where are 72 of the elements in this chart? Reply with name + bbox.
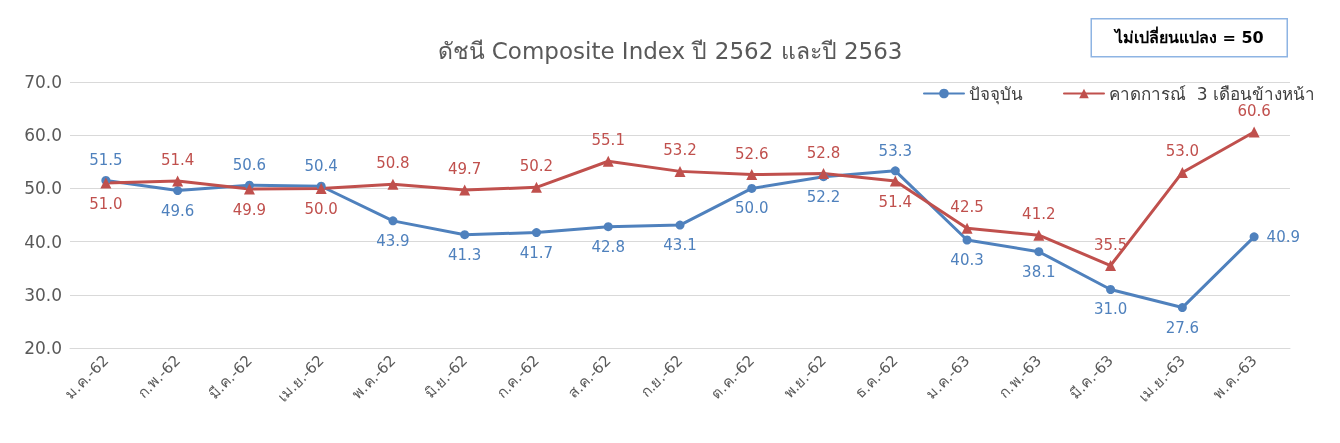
point — [460, 230, 470, 240]
point — [890, 166, 900, 176]
data-label: 40.3 — [950, 251, 984, 269]
point — [459, 184, 471, 196]
data-label: 53.3 — [878, 141, 912, 160]
data-label: 41.7 — [519, 243, 554, 262]
point — [889, 175, 901, 187]
data-label: 60.6 — [1237, 102, 1271, 121]
data-label: 50.0 — [735, 199, 769, 218]
y-tick-label: 30.0 — [24, 284, 62, 305]
point — [961, 222, 973, 234]
y-tick-label: 20.0 — [24, 338, 62, 358]
y-tick-label: 40.0 — [24, 231, 62, 252]
data-label: 43.9 — [376, 231, 410, 250]
data-label: 49.7 — [448, 160, 482, 178]
data-label: 55.1 — [591, 131, 625, 150]
data-label: 52.2 — [806, 187, 841, 206]
data-label: 42.8 — [591, 237, 625, 256]
data-label: 43.1 — [663, 236, 697, 255]
data-label: 49.9 — [232, 200, 267, 219]
data-label: 53.2 — [663, 141, 697, 160]
point — [172, 175, 184, 187]
point — [747, 183, 757, 193]
data-label: 41.3 — [448, 245, 482, 264]
legend-label: คาดการณ์ 3 เดือนข้างหน้า — [1108, 83, 1315, 104]
y-tick-label: 50.0 — [24, 178, 62, 199]
point — [530, 181, 542, 193]
point — [674, 165, 686, 177]
point — [1177, 303, 1187, 313]
data-label: 38.1 — [1022, 262, 1056, 281]
point — [388, 216, 398, 226]
point — [387, 178, 399, 190]
point — [1105, 260, 1117, 272]
data-label: 50.4 — [304, 157, 338, 176]
point — [675, 220, 685, 230]
legend-label: ปัจจุบัน — [968, 83, 1023, 105]
point — [1106, 284, 1116, 294]
data-label: 42.5 — [950, 198, 984, 217]
data-label: 41.2 — [1022, 205, 1056, 224]
point — [1248, 126, 1260, 138]
data-label: 51.4 — [878, 192, 912, 211]
data-label: 31.0 — [1093, 300, 1128, 319]
point — [531, 228, 541, 238]
data-label: 50.6 — [232, 156, 267, 175]
point — [1176, 166, 1188, 178]
data-label: 52.6 — [735, 144, 769, 163]
point — [173, 186, 183, 196]
y-tick-label: 60.0 — [24, 125, 62, 146]
data-label: 52.8 — [806, 143, 841, 162]
point — [818, 168, 830, 179]
point — [602, 155, 614, 167]
point — [100, 177, 112, 189]
data-label: 51.0 — [89, 195, 123, 214]
data-label: 27.6 — [1165, 318, 1200, 337]
point — [243, 183, 255, 195]
data-label: 50.8 — [376, 154, 410, 173]
point — [1033, 229, 1045, 241]
y-tick-label: 70.0 — [24, 72, 62, 92]
point — [962, 235, 972, 245]
data-label: 49.6 — [160, 201, 195, 220]
text: ไม่เปลี่ยนแปลง = 50 — [1112, 26, 1264, 48]
data-label: 40.9 — [1266, 227, 1301, 246]
point — [746, 169, 758, 181]
data-label: 53.0 — [1165, 142, 1200, 161]
data-label: 51.5 — [89, 151, 123, 170]
data-label: 51.4 — [160, 150, 195, 169]
point — [1034, 247, 1044, 257]
point — [603, 222, 613, 232]
point — [1249, 232, 1259, 242]
chart-title: ดัชนี Composite Index ปี 2562 และปี 2563 — [437, 37, 903, 64]
data-label: 50.2 — [519, 157, 554, 176]
data-label: 50.0 — [304, 200, 338, 219]
